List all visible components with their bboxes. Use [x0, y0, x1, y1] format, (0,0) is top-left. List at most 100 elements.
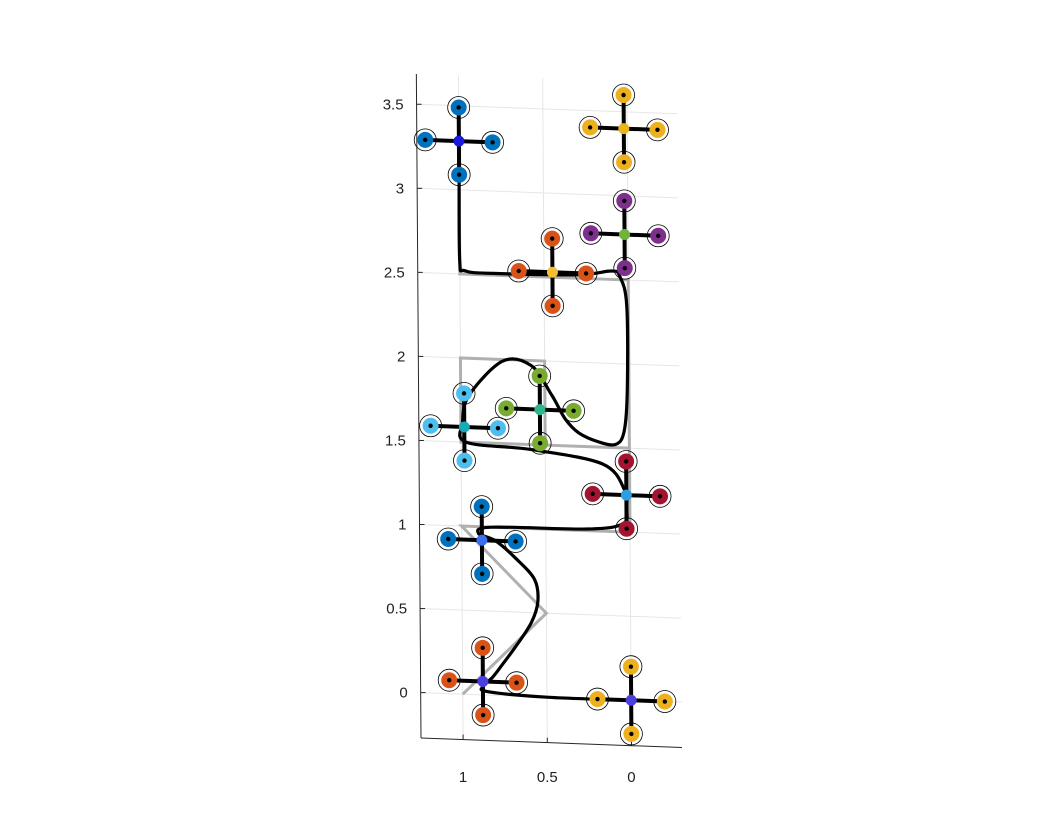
drone-hub	[534, 404, 546, 416]
rotor-ring	[619, 655, 643, 679]
rotor-ring	[528, 364, 552, 388]
rotor-shaft	[549, 236, 555, 241]
x-tick-label: 1	[459, 769, 467, 786]
rotor-ring	[612, 150, 636, 174]
rotor-shaft	[495, 426, 501, 431]
rotor-shaft	[583, 271, 589, 276]
rotor-shaft	[656, 233, 661, 238]
rotor-shaft	[622, 265, 627, 271]
y-grid-line	[420, 608, 682, 619]
rotor-ring	[486, 416, 510, 440]
rotor-ring	[470, 495, 494, 519]
rotor-shaft	[513, 539, 518, 544]
drone-hub	[476, 534, 488, 546]
drone-marker	[578, 83, 669, 174]
rotor-ring	[579, 221, 603, 245]
rotor-ring	[528, 431, 552, 455]
rotor-ring	[471, 636, 495, 660]
rotor-shaft	[537, 441, 543, 446]
rotor-shaft	[516, 268, 521, 274]
drone-marker	[586, 655, 677, 746]
rotor-ring	[507, 259, 531, 283]
rotor-shaft	[590, 491, 595, 497]
y-tick-label: 1.5	[385, 432, 406, 449]
drone-hub	[625, 694, 637, 706]
rotor-ring	[581, 482, 605, 506]
rotor-shaft	[662, 699, 668, 704]
rotor-ring	[562, 399, 585, 423]
y-tick-label: 2.5	[384, 264, 405, 281]
y-tick-label: 0	[399, 685, 407, 702]
reference-path-line	[457, 173, 632, 696]
rotor-shaft	[462, 458, 467, 463]
rotor-ring	[615, 517, 638, 541]
drone-hub	[477, 675, 489, 687]
x-tick-label: 0	[627, 769, 635, 786]
rotor-ring	[447, 163, 471, 187]
rotor-shaft	[621, 160, 627, 165]
y-grid-line	[417, 187, 679, 199]
rotor-shaft	[514, 680, 519, 685]
axes	[415, 73, 683, 749]
rotor-ring	[613, 256, 637, 280]
rotor-shaft	[571, 408, 576, 414]
drone-marker	[419, 381, 510, 473]
y-tick-label: 0.5	[386, 601, 407, 618]
y-grid-line	[418, 355, 680, 367]
drone-marker	[436, 495, 527, 586]
rotor-ring	[614, 450, 638, 473]
drone-marker	[494, 364, 585, 455]
rotor-ring	[505, 671, 528, 695]
rotor-ring	[646, 224, 670, 248]
rotor-ring	[578, 115, 602, 139]
rotor-ring	[648, 484, 672, 508]
drone-hub	[453, 135, 465, 147]
rotor-shaft	[479, 571, 485, 577]
drones	[413, 83, 677, 746]
rotor-ring	[419, 414, 442, 438]
rotor-shaft	[537, 373, 542, 379]
rotor-shaft	[423, 137, 428, 143]
rotor-ring	[612, 83, 635, 107]
x-axis-line	[420, 737, 683, 749]
rotor-shaft	[595, 696, 600, 702]
rotor-shaft	[621, 92, 626, 98]
rotor-shaft	[629, 731, 634, 737]
drone-hub	[618, 123, 630, 135]
rotor-ring	[471, 703, 495, 727]
rotor-ring	[504, 530, 527, 553]
rotor-shaft	[622, 198, 627, 204]
rotor-shaft	[461, 391, 467, 396]
rotor-shaft	[550, 303, 555, 309]
rotor-ring	[436, 527, 460, 551]
rotor-ring	[540, 227, 564, 251]
rotor-shaft	[490, 140, 495, 145]
rotor-ring	[646, 118, 669, 142]
tick-labels: 1 0.5 0 0 0.5 1 1.5 2 2.5 3 3.5	[383, 96, 636, 786]
drone-hub	[619, 229, 631, 241]
rotor-shaft	[623, 459, 629, 464]
rotor-ring	[453, 449, 476, 473]
rotor-shaft	[588, 231, 594, 236]
rotor-shaft	[456, 172, 462, 177]
rotor-shaft	[480, 645, 485, 651]
rotor-shaft	[657, 494, 663, 499]
y-tick-label: 3	[396, 180, 404, 197]
rotor-ring	[574, 262, 598, 285]
rotor-shaft	[587, 125, 593, 130]
series	[457, 171, 633, 702]
rotor-ring	[586, 687, 609, 711]
drone-marker	[579, 189, 670, 280]
rotor-shaft	[446, 536, 451, 542]
drone-marker	[581, 450, 672, 541]
rotor-ring	[541, 294, 565, 318]
rotor-shaft	[428, 423, 433, 428]
rotor-ring	[447, 96, 471, 119]
rotor-shaft	[628, 664, 634, 669]
y-tick-label: 1	[398, 517, 406, 534]
drone-marker	[507, 227, 598, 318]
rotor-ring	[470, 562, 494, 586]
drone-hub	[546, 266, 558, 278]
rotor-ring	[620, 722, 643, 746]
rotor-ring	[481, 130, 504, 154]
